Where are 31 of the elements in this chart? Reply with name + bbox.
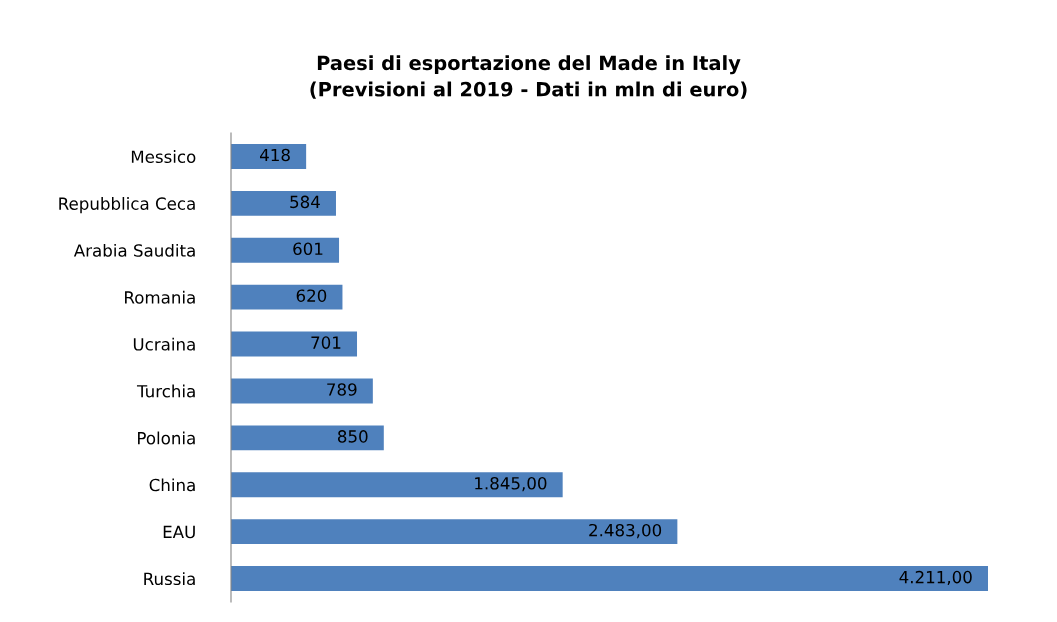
data-label: 418	[260, 148, 290, 162]
data-label: 2.483,00	[589, 523, 662, 539]
y-tick-label: Repubblica Ceca	[59, 197, 195, 214]
bar	[231, 284, 343, 310]
y-tick-label: Polonia	[138, 431, 195, 445]
y-tick-label: Arabia Saudita	[73, 243, 195, 257]
y-tick-label: EAU	[163, 525, 195, 539]
bar	[231, 331, 358, 357]
data-label: 4.211,00	[899, 570, 972, 586]
data-label: 584	[290, 195, 320, 209]
bar	[231, 519, 678, 545]
y-tick-label: Romania	[125, 290, 195, 304]
data-label: 1.845,00	[475, 476, 547, 492]
bar	[231, 472, 563, 498]
bar	[231, 144, 307, 169]
y-tick-label: Russia	[144, 572, 195, 586]
data-label: 789	[327, 383, 357, 396]
data-label: 620	[296, 289, 327, 302]
bar	[231, 190, 336, 216]
bar	[231, 425, 384, 451]
y-tick-label: Messico	[131, 150, 196, 164]
chart-title: Paesi di esportazione del Made in Italy (Previsioni al 2019 - Dati in mln di euro)	[310, 55, 747, 99]
bar	[231, 378, 373, 404]
data-label: 850	[337, 430, 368, 443]
data-label: 601	[293, 242, 323, 256]
bar	[231, 237, 340, 263]
bar	[231, 566, 988, 591]
y-tick-label: Ucraina	[133, 337, 195, 351]
y-tick-label: China	[149, 478, 195, 492]
y-tick-label: Turchia	[136, 384, 195, 398]
data-label: 701	[311, 336, 341, 349]
